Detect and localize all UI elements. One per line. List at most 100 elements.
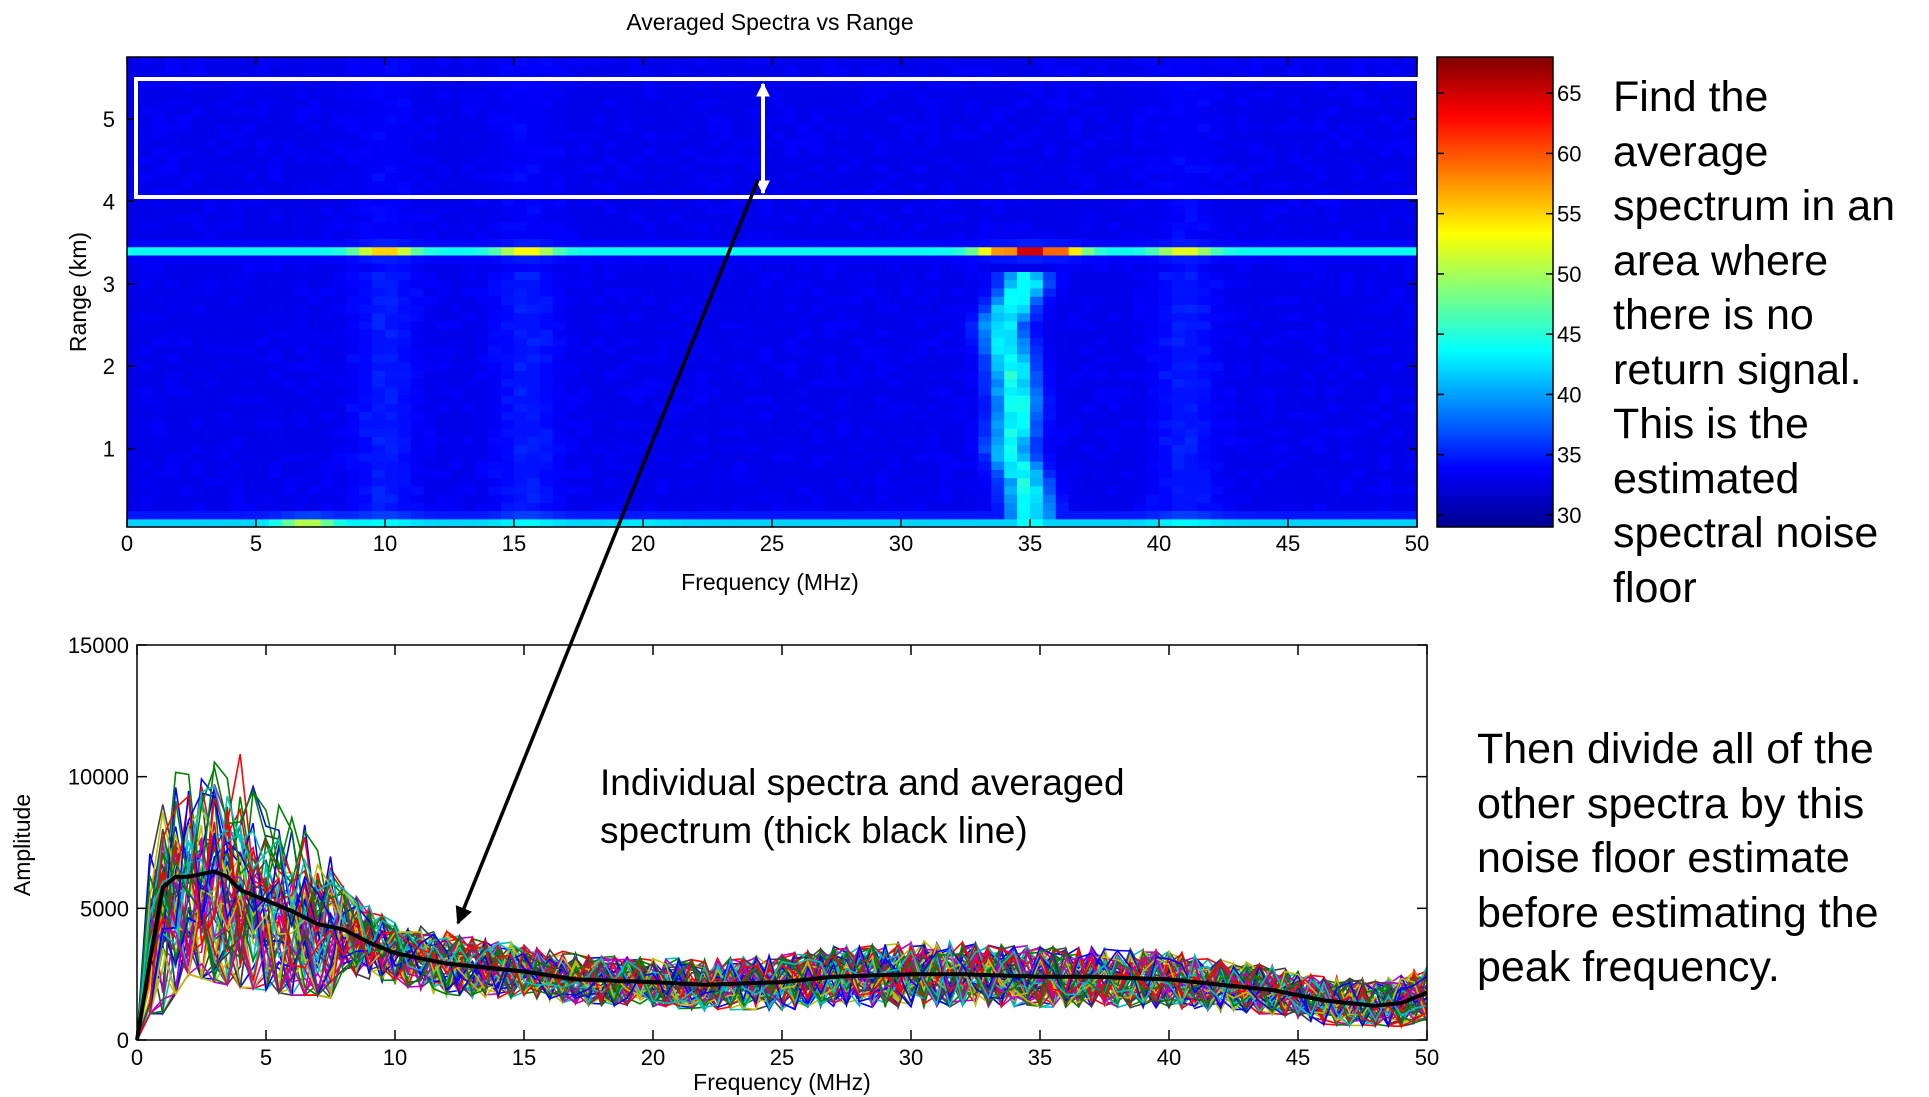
heatmap-cell [875,81,889,91]
heatmap-cell [1081,180,1096,190]
heatmap-cell [694,411,709,421]
heatmap-cell [810,502,825,512]
heatmap-cell [230,444,244,454]
heatmap-cell [875,279,889,289]
heatmap-cell [539,122,554,132]
heatmap-cell [1017,494,1031,503]
heatmap-cell [410,147,425,157]
heatmap-cell [1030,296,1044,305]
heatmap-cell [875,494,889,503]
heatmap-cell [217,320,231,330]
heatmap-cell [1171,287,1186,297]
heatmap-cell [191,345,205,355]
heatmap-cell [1159,485,1173,495]
heatmap-cell [836,485,850,495]
heatmap-cell [901,221,915,231]
heatmap-cell [127,122,141,132]
heatmap-cell [1184,395,1199,404]
heatmap-cell [591,180,605,190]
heatmap-cell [217,65,231,75]
heatmap-cell [978,188,992,198]
heatmap-cell [875,65,889,75]
heatmap-cell [372,452,386,462]
heatmap-cell [449,89,463,99]
heatmap-cell [1249,263,1263,272]
heatmap-cell [578,518,592,528]
heatmap-cell [230,114,244,124]
heatmap-cell [127,353,141,363]
heatmap-cell [578,213,592,223]
heatmap-cell [913,494,928,503]
heatmap-cell [862,419,876,429]
heatmap-cell [591,436,605,446]
heatmap-cell [565,345,580,355]
heatmap-cell [449,403,463,413]
heatmap-cell [1068,106,1083,116]
heatmap-cell [436,106,451,116]
heatmap-cell [901,271,915,281]
heatmap-cell [978,221,992,231]
heatmap-cell [488,254,502,264]
heatmap-cell [720,444,734,454]
heatmap-cell [862,230,876,240]
heatmap-cell [307,254,322,264]
heatmap-cell [1081,238,1096,248]
heatmap-cell [965,139,979,149]
heatmap-cell [810,65,825,75]
heatmap-cell [630,271,644,281]
heatmap-cell [1094,403,1108,413]
heatmap-cell [294,510,309,520]
heatmap-cell [372,263,386,272]
heatmap-cell [1236,411,1250,421]
heatmap-cell [307,510,322,520]
heatmap-cell [681,279,696,289]
heatmap-cell [978,403,992,413]
heatmap-cell [1236,320,1250,330]
heatmap-cell [901,312,915,322]
heatmap-cell [1236,469,1250,479]
heatmap-cell [1133,106,1147,116]
heatmap-cell [127,428,141,437]
heatmap-cell [294,221,309,231]
heatmap-cell [591,230,605,240]
heatmap-cell [746,197,760,207]
heatmap-cell [230,81,244,91]
heatmap-cell [720,147,734,157]
heatmap-cell [810,131,825,141]
heatmap-cell [746,147,760,157]
heatmap-cell [668,452,683,462]
heatmap-cell [127,370,141,380]
heatmap-cell [1133,180,1147,190]
heatmap-cell [1030,271,1044,281]
heatmap-cell [565,518,580,528]
heatmap-cell [1055,238,1070,248]
heatmap-cell [1171,461,1186,470]
heatmap-cell [539,485,554,495]
heatmap-cell [475,147,489,157]
heatmap-cell [539,312,554,322]
heatmap-cell [1146,89,1160,99]
heatmap-cell [152,395,167,404]
heatmap-cell [836,518,850,528]
heatmap-cell [1004,485,1018,495]
heatmap-cell [565,57,580,66]
heatmap-cell [475,485,489,495]
heatmap-cell [772,378,786,388]
heatmap-cell [268,188,283,198]
heatmap-cell [488,238,502,248]
heatmap-cell [991,378,1005,388]
heatmap-cell [385,477,399,487]
heatmap-cell [281,345,296,355]
heatmap-cell [901,329,915,338]
heatmap-cell [191,312,205,322]
heatmap-cell [1159,263,1173,272]
heatmap-cell [1146,205,1160,215]
heatmap-cell [862,131,876,141]
heatmap-cell [836,362,850,371]
heatmap-cell [152,246,167,256]
heatmap-cell [1159,469,1173,479]
heatmap-cell [772,188,786,198]
heatmap-cell [707,502,721,512]
heatmap-cell [720,320,734,330]
heatmap-cell [165,329,180,338]
